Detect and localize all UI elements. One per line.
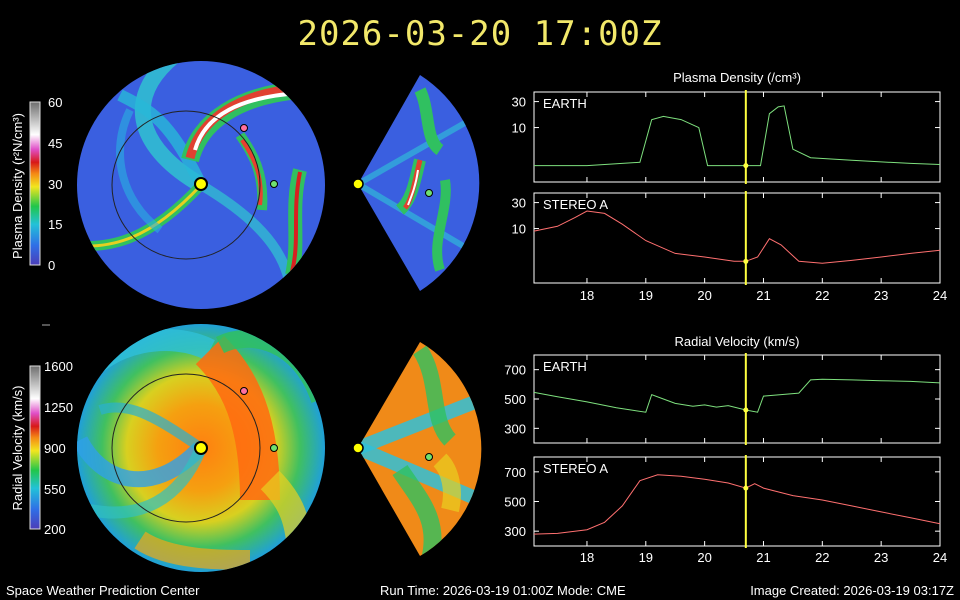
earth-marker — [270, 180, 278, 188]
x-tick-label: 20 — [697, 288, 711, 303]
y-tick-label: 700 — [504, 465, 526, 480]
x-tick-label: 19 — [639, 550, 653, 565]
x-tick-label: 21 — [756, 288, 770, 303]
earth-marker-velocity — [270, 444, 278, 452]
y-tick-label: 10 — [512, 121, 526, 136]
x-tick-label: 20 — [697, 550, 711, 565]
y-tick-label: 300 — [504, 524, 526, 539]
x-tick-label: 22 — [815, 550, 829, 565]
footer-agency: Space Weather Prediction Center — [6, 583, 200, 598]
panel-frame — [533, 91, 941, 183]
cursor-point — [743, 163, 749, 169]
density-colorbar-tick-15: 15 — [48, 217, 62, 232]
density-colorbar-tick-60: 60 — [48, 95, 62, 110]
sun-marker — [194, 177, 208, 191]
timeseries-panel-earth: EARTH 700 500 300 — [504, 353, 941, 445]
timestamp-title: 2026-03-20 17:00Z — [297, 14, 663, 54]
velocity-colorbar-tick-550: 550 — [44, 482, 66, 497]
footer-image-created: Image Created: 2026-03-19 03:17Z — [750, 583, 954, 598]
panel-label: STEREO A — [543, 461, 608, 476]
timeseries-panel-stereo-a: STEREO A 700 500 300 — [504, 455, 941, 548]
x-tick-label: 24 — [933, 550, 947, 565]
density-ecliptic-map — [77, 61, 325, 309]
density-meridional-map — [352, 75, 480, 291]
series-line-earth — [533, 378, 941, 413]
panel-label: EARTH — [543, 96, 587, 111]
velocity-colorbar-tick-200: 200 — [44, 522, 66, 537]
x-tick-label: 22 — [815, 288, 829, 303]
panel-frame — [533, 354, 941, 444]
velocity-colorbar-tick-900: 900 — [44, 441, 66, 456]
density-colorbar: 60 45 30 15 0 Plasma Density (r²N/cm³) — [10, 95, 62, 273]
panel-label: EARTH — [543, 359, 587, 374]
cursor-point — [743, 407, 749, 413]
sun-marker-velocity-meridional — [352, 442, 364, 454]
density-timeseries-chart: Plasma Density (/cm³) EARTH 30 10 STEREO A 30… — [512, 70, 948, 303]
cursor-point — [743, 258, 749, 264]
x-tick-label: 23 — [874, 550, 888, 565]
footer-run-info: Run Time: 2026-03-19 01:00Z Mode: CME — [380, 583, 626, 598]
y-tick-label: 10 — [512, 222, 526, 237]
velocity-colorbar-tick-1250: 1250 — [44, 400, 73, 415]
y-tick-label: 30 — [512, 95, 526, 110]
density-colorbar-tick-45: 45 — [48, 136, 62, 151]
stereo-a-marker-velocity — [240, 387, 248, 395]
cursor-point — [743, 485, 749, 491]
x-tick-label: 23 — [874, 288, 888, 303]
velocity-colorbar-label: Radial Velocity (km/s) — [10, 386, 25, 511]
x-tick-label: 24 — [933, 288, 947, 303]
velocity-ecliptic-map — [77, 324, 325, 572]
stereo-a-marker — [240, 124, 248, 132]
density-colorbar-tick-30: 30 — [48, 177, 62, 192]
series-line-earth — [534, 105, 941, 167]
earth-marker-meridional — [425, 189, 433, 197]
velocity-colorbar: 1600 1250 900 550 200 Radial Velocity (k… — [10, 359, 73, 537]
timeseries-panel-stereo-a: STEREO A 30 10 — [512, 191, 941, 285]
timeseries-title: Plasma Density (/cm³) — [673, 70, 801, 85]
y-tick-label: 500 — [504, 495, 526, 510]
velocity-colorbar-tick-1600: 1600 — [44, 359, 73, 374]
density-colorbar-tick-0: 0 — [48, 258, 55, 273]
y-tick-label: 700 — [504, 363, 526, 378]
series-line-stereo-a — [533, 210, 941, 264]
x-tick-label: 21 — [756, 550, 770, 565]
earth-marker-velocity-meridional — [425, 453, 433, 461]
y-tick-label: 30 — [512, 196, 526, 211]
timeseries-panel-earth: EARTH 30 10 — [512, 90, 941, 184]
timeseries-title: Radial Velocity (km/s) — [675, 334, 800, 349]
density-colorbar-label: Plasma Density (r²N/cm³) — [10, 113, 25, 259]
sun-marker-meridional — [352, 178, 364, 190]
panel-label: STEREO A — [543, 197, 608, 212]
panel-frame — [533, 192, 941, 284]
velocity-meridional-map — [352, 342, 482, 556]
sun-marker-velocity — [194, 441, 208, 455]
x-tick-label: 19 — [639, 288, 653, 303]
series-line-stereo-a — [533, 474, 941, 535]
velocity-timeseries-chart: Radial Velocity (km/s)EARTH700500300STER… — [504, 334, 947, 565]
y-tick-label: 300 — [504, 421, 526, 436]
x-tick-label: 18 — [580, 550, 594, 565]
x-tick-label: 18 — [580, 288, 594, 303]
y-tick-label: 500 — [504, 392, 526, 407]
